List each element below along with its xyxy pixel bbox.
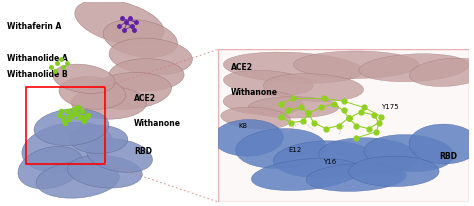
- Ellipse shape: [293, 51, 419, 78]
- Text: Withanolide B: Withanolide B: [7, 70, 67, 79]
- Text: K8: K8: [238, 123, 247, 129]
- Bar: [26, 87, 105, 164]
- Ellipse shape: [109, 38, 192, 75]
- Ellipse shape: [264, 74, 364, 102]
- Ellipse shape: [36, 161, 119, 198]
- Text: Withanone: Withanone: [134, 119, 181, 128]
- Ellipse shape: [359, 54, 469, 82]
- Ellipse shape: [410, 58, 474, 87]
- Ellipse shape: [306, 164, 406, 191]
- Text: Y175: Y175: [381, 104, 399, 110]
- Text: RBD: RBD: [439, 152, 457, 161]
- Ellipse shape: [67, 155, 142, 188]
- Text: RBD: RBD: [134, 147, 152, 156]
- Text: Withaferin A: Withaferin A: [7, 22, 61, 31]
- Ellipse shape: [251, 158, 361, 191]
- Ellipse shape: [103, 19, 177, 57]
- Ellipse shape: [223, 52, 364, 83]
- Text: E12: E12: [288, 147, 301, 153]
- Ellipse shape: [349, 156, 439, 187]
- Ellipse shape: [34, 109, 109, 146]
- Ellipse shape: [86, 139, 153, 172]
- Ellipse shape: [221, 107, 291, 129]
- Ellipse shape: [69, 125, 128, 153]
- Ellipse shape: [409, 124, 474, 164]
- Ellipse shape: [72, 87, 146, 119]
- Ellipse shape: [109, 59, 184, 91]
- Text: ACE2: ACE2: [231, 63, 253, 72]
- Ellipse shape: [319, 138, 419, 174]
- Text: ACE2: ACE2: [134, 95, 156, 103]
- Ellipse shape: [213, 119, 283, 156]
- Ellipse shape: [22, 122, 113, 172]
- Ellipse shape: [88, 73, 172, 109]
- Text: Y16: Y16: [324, 159, 337, 165]
- Ellipse shape: [364, 135, 454, 172]
- Text: Withanone: Withanone: [231, 88, 278, 97]
- Ellipse shape: [18, 146, 83, 189]
- Ellipse shape: [273, 141, 374, 178]
- Ellipse shape: [236, 129, 326, 169]
- Ellipse shape: [75, 0, 164, 45]
- Ellipse shape: [53, 64, 115, 93]
- Ellipse shape: [59, 77, 126, 109]
- Ellipse shape: [223, 70, 313, 96]
- Ellipse shape: [248, 97, 338, 118]
- Ellipse shape: [223, 90, 303, 115]
- Text: Withanolide A: Withanolide A: [7, 54, 68, 63]
